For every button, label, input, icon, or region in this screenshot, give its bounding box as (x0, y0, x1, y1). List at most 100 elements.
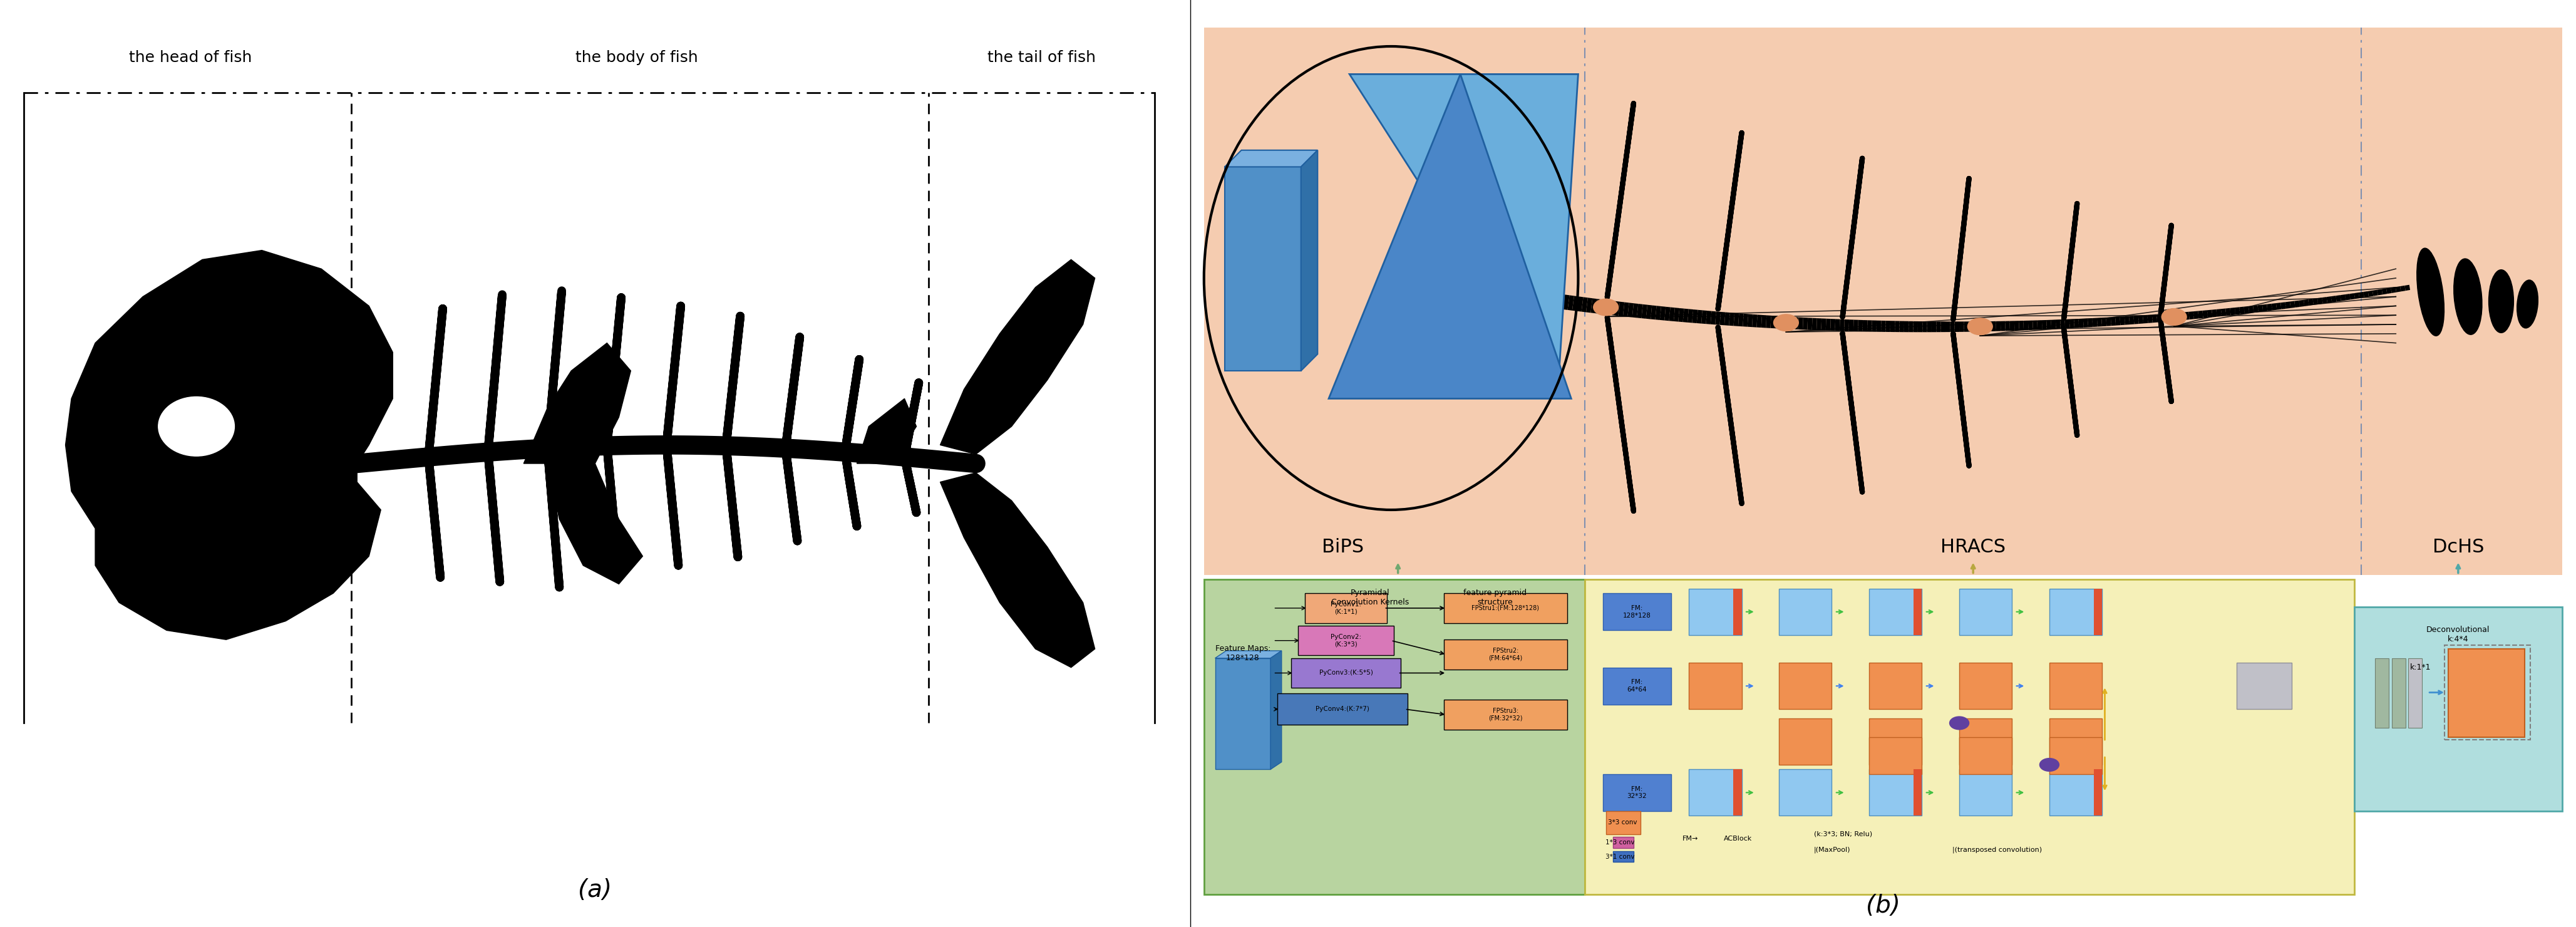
FancyBboxPatch shape (1960, 718, 2012, 765)
Text: PyConv4:(K:7*7): PyConv4:(K:7*7) (1316, 706, 1370, 712)
FancyBboxPatch shape (1690, 589, 1741, 635)
FancyBboxPatch shape (2236, 663, 2293, 709)
Ellipse shape (2488, 270, 2514, 333)
FancyBboxPatch shape (1602, 593, 1672, 630)
Polygon shape (1270, 651, 1283, 769)
FancyBboxPatch shape (2050, 663, 2102, 709)
FancyBboxPatch shape (1780, 769, 1832, 816)
FancyBboxPatch shape (1291, 658, 1401, 688)
Ellipse shape (2416, 248, 2445, 336)
FancyBboxPatch shape (1443, 593, 1566, 623)
Circle shape (2040, 758, 2058, 771)
Text: Pyramidal
Convolution Kernels: Pyramidal Convolution Kernels (1332, 589, 1409, 606)
Polygon shape (1216, 651, 1283, 658)
FancyBboxPatch shape (1914, 769, 1922, 816)
Circle shape (1968, 318, 1994, 335)
Polygon shape (64, 250, 392, 640)
Text: HRACS: HRACS (1940, 538, 2007, 556)
FancyBboxPatch shape (1870, 769, 1922, 816)
Circle shape (1595, 298, 1618, 315)
Ellipse shape (2517, 280, 2537, 328)
Text: FM:
32*32: FM: 32*32 (1628, 786, 1646, 799)
FancyBboxPatch shape (1960, 769, 2012, 816)
FancyBboxPatch shape (1734, 589, 1741, 635)
Polygon shape (1301, 150, 1316, 371)
FancyBboxPatch shape (1602, 667, 1672, 705)
FancyBboxPatch shape (2094, 589, 2102, 635)
FancyBboxPatch shape (1203, 579, 1584, 895)
FancyBboxPatch shape (2409, 658, 2421, 728)
FancyBboxPatch shape (1870, 737, 1922, 774)
FancyBboxPatch shape (1780, 718, 1832, 765)
FancyBboxPatch shape (1306, 593, 1386, 623)
Circle shape (2161, 309, 2187, 325)
FancyBboxPatch shape (2050, 718, 2102, 765)
FancyBboxPatch shape (1224, 167, 1301, 371)
Text: BiPS: BiPS (1321, 538, 1363, 556)
Text: 3*3 conv: 3*3 conv (1607, 819, 1638, 826)
FancyBboxPatch shape (2050, 737, 2102, 774)
FancyBboxPatch shape (1780, 589, 1832, 635)
FancyBboxPatch shape (1298, 626, 1394, 655)
Circle shape (1950, 717, 1968, 730)
Polygon shape (1350, 74, 1579, 399)
FancyBboxPatch shape (1870, 589, 1922, 635)
FancyBboxPatch shape (1690, 769, 1741, 816)
Text: Deconvolutional
k:4*4: Deconvolutional k:4*4 (2427, 626, 2491, 643)
FancyBboxPatch shape (1602, 774, 1672, 811)
Text: PyConv3:(K:5*5): PyConv3:(K:5*5) (1319, 670, 1373, 676)
Text: Feature Maps:
128*128: Feature Maps: 128*128 (1216, 645, 1270, 662)
Text: the head of fish: the head of fish (129, 50, 252, 65)
FancyBboxPatch shape (2450, 649, 2524, 737)
FancyBboxPatch shape (2050, 589, 2102, 635)
FancyBboxPatch shape (1960, 737, 2012, 774)
Text: 1*3 conv: 1*3 conv (1605, 840, 1633, 845)
Polygon shape (549, 464, 641, 584)
FancyBboxPatch shape (1870, 663, 1922, 709)
FancyBboxPatch shape (1734, 769, 1741, 816)
Text: the tail of fish: the tail of fish (987, 50, 1095, 65)
FancyBboxPatch shape (1613, 837, 1633, 848)
FancyBboxPatch shape (2050, 769, 2102, 816)
FancyBboxPatch shape (1690, 663, 1741, 709)
Ellipse shape (2455, 259, 2483, 335)
Text: (a): (a) (577, 878, 613, 902)
Text: PyConv1:
(K:1*1): PyConv1: (K:1*1) (1332, 602, 1360, 615)
Polygon shape (523, 343, 631, 464)
FancyBboxPatch shape (1216, 658, 1270, 769)
FancyBboxPatch shape (1443, 700, 1566, 730)
FancyBboxPatch shape (2391, 658, 2406, 728)
Text: (k:3*3; BN; Relu): (k:3*3; BN; Relu) (1814, 832, 1873, 837)
Polygon shape (858, 399, 917, 464)
Circle shape (1772, 314, 1798, 331)
Text: the body of fish: the body of fish (574, 50, 698, 65)
FancyBboxPatch shape (1203, 28, 2563, 575)
FancyBboxPatch shape (2375, 658, 2388, 728)
FancyBboxPatch shape (1870, 718, 1922, 765)
Text: FM:
128*128: FM: 128*128 (1623, 605, 1651, 618)
Text: FM:
64*64: FM: 64*64 (1628, 679, 1646, 692)
Text: |(transposed convolution): |(transposed convolution) (1953, 846, 2043, 854)
FancyBboxPatch shape (1960, 589, 2012, 635)
Text: feature pyramid
structure: feature pyramid structure (1463, 589, 1528, 606)
Text: FM→: FM→ (1682, 836, 1698, 842)
FancyBboxPatch shape (1914, 589, 1922, 635)
FancyBboxPatch shape (1960, 663, 2012, 709)
FancyBboxPatch shape (1443, 640, 1566, 669)
Text: k:1*1: k:1*1 (2409, 664, 2432, 671)
Text: FPStru3:
(FM:32*32): FPStru3: (FM:32*32) (1489, 708, 1522, 721)
Text: |(MaxPool): |(MaxPool) (1814, 846, 1850, 854)
Text: (b): (b) (1865, 894, 1901, 918)
Polygon shape (940, 260, 1095, 454)
FancyBboxPatch shape (1278, 693, 1406, 725)
Text: PyConv2:
(K:3*3): PyConv2: (K:3*3) (1332, 634, 1360, 647)
FancyBboxPatch shape (2354, 607, 2563, 811)
FancyBboxPatch shape (1584, 579, 2354, 895)
Text: DcHS: DcHS (2432, 538, 2483, 556)
FancyBboxPatch shape (1613, 851, 1633, 862)
FancyBboxPatch shape (2094, 769, 2102, 816)
Text: 3*1 conv: 3*1 conv (1605, 854, 1633, 859)
FancyBboxPatch shape (1780, 663, 1832, 709)
Text: ACBlock: ACBlock (1723, 836, 1752, 842)
Circle shape (157, 397, 234, 456)
